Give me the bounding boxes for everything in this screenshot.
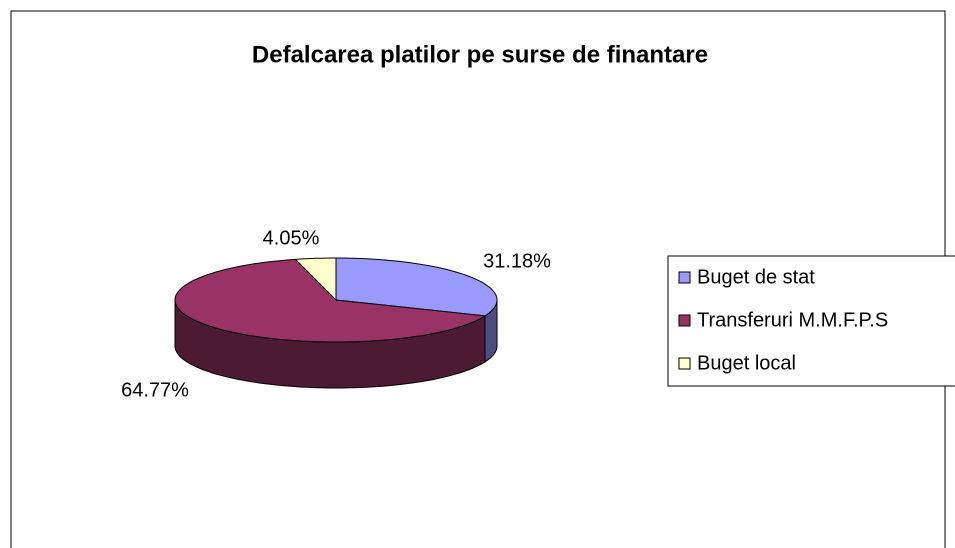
- legend-swatch: [678, 271, 691, 284]
- data-label: 4.05%: [263, 227, 320, 249]
- legend-label: Transferuri M.M.F.P.S: [697, 309, 888, 331]
- legend: Buget de stat Transferuri M.M.F.P.S Buget …: [678, 266, 888, 374]
- legend-box: [667, 255, 955, 387]
- data-label: 64.77%: [121, 379, 189, 401]
- data-label: 31.18%: [483, 250, 551, 272]
- legend-label: Buget de stat: [697, 266, 815, 288]
- chart-title: Defalcarea platilor pe surse de finantar…: [252, 41, 708, 68]
- pie-slice: [294, 257, 337, 302]
- legend-label: Buget local: [697, 352, 796, 374]
- legend-swatch: [678, 314, 691, 327]
- pie: 31.18% 64.77% 4.05%: [121, 227, 551, 401]
- legend-swatch: [678, 357, 691, 370]
- pie-slice: [335, 257, 498, 317]
- pie-slice: [174, 258, 487, 343]
